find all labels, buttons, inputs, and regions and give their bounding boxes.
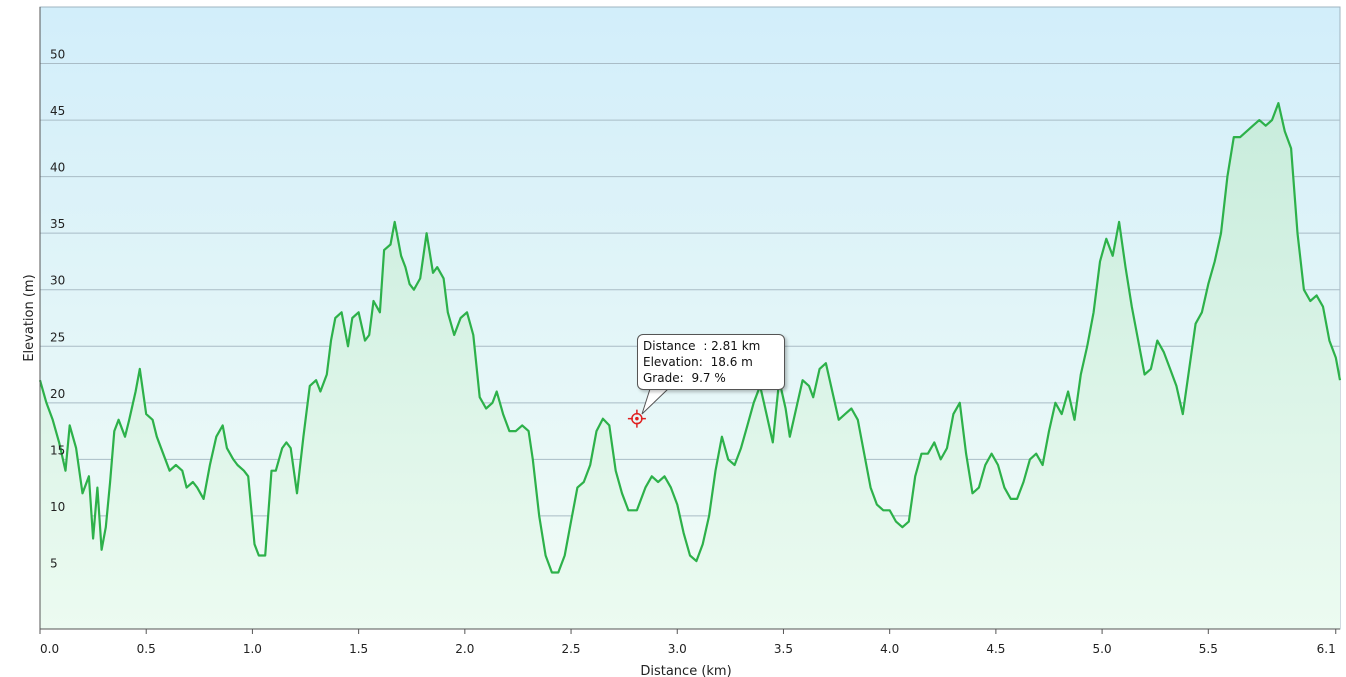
tooltip-grade-label: Grade:	[643, 371, 684, 385]
tooltip-grade-row: Grade: 9.7 %	[643, 370, 784, 386]
y-tick-label: 25	[50, 330, 65, 344]
y-tick-label: 15	[50, 443, 65, 457]
tooltip-grade-value: 9.7 %	[691, 371, 726, 385]
x-tick-label: 1.0	[243, 642, 262, 656]
tooltip-elevation-value: 18.6 m	[710, 355, 753, 369]
x-tick-label: 5.5	[1199, 642, 1218, 656]
hover-tooltip: Distance : 2.81 km Elevation: 18.6 m Gra…	[637, 334, 785, 390]
y-tick-label: 50	[50, 48, 65, 62]
y-tick-label: 30	[50, 274, 65, 288]
y-tick-label: 35	[50, 217, 65, 231]
tooltip-distance-value: : 2.81 km	[703, 339, 761, 353]
x-tick-labels: 0.0 0.5 1.0 1.5 2.0 2.5 3.0 3.5 4.0 4.5 5.0 5.5 6.1	[39, 629, 1337, 656]
y-axis-title: Elevation (m)	[22, 274, 37, 361]
y-tick-label: 10	[50, 500, 65, 514]
tooltip-distance-row: Distance : 2.81 km	[643, 338, 784, 354]
x-axis-title: Distance (km)	[640, 664, 731, 677]
y-tick-label: 20	[50, 387, 65, 401]
hover-marker-icon[interactable]	[627, 409, 646, 428]
x-tick-label: 6.1	[1317, 642, 1336, 656]
y-tick-label: 45	[50, 104, 65, 118]
x-tick-label: 4.0	[880, 642, 899, 656]
x-tick-label: 2.5	[561, 642, 580, 656]
x-tick-label: 0.5	[137, 642, 156, 656]
x-tick-label: 4.5	[986, 642, 1005, 656]
hover-marker-dot	[635, 416, 639, 421]
y-tick-label: 40	[50, 161, 65, 175]
y-tick-label: 5	[50, 556, 58, 570]
tooltip-elevation-label: Elevation:	[643, 355, 703, 369]
y-tick-labels: 5 10 15 20 25 30 35 40 45 50	[50, 48, 65, 571]
x-tick-label: 1.5	[349, 642, 368, 656]
x-tick-label: 3.5	[774, 642, 793, 656]
tooltip-elevation-row: Elevation: 18.6 m	[643, 354, 784, 370]
elevation-line[interactable]	[38, 102, 1342, 574]
tooltip-distance-label: Distance	[643, 339, 696, 353]
x-tick-label: 3.0	[668, 642, 687, 656]
x-tick-label: 2.0	[455, 642, 474, 656]
x-tick-label: 0.0	[40, 642, 59, 656]
x-tick-label: 5.0	[1093, 642, 1112, 656]
elevation-area	[40, 103, 1340, 630]
